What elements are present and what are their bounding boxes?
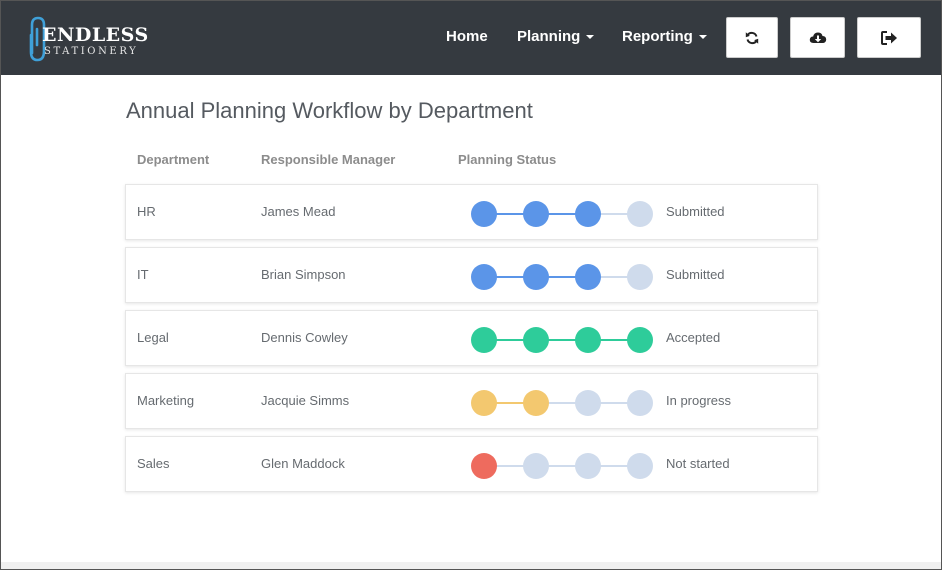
status-label: Submitted [666,204,725,219]
step-dot-complete [523,201,549,227]
step-dot-complete [471,390,497,416]
brand-subtitle: STATIONERY [44,46,139,57]
department-cell: Marketing [137,393,195,408]
step-dot-complete [471,453,497,479]
nav-home-label: Home [446,28,488,45]
step-dot-pending [627,453,653,479]
sign-out-button[interactable] [857,17,921,58]
step-connector [547,402,577,404]
nav-planning-dropdown[interactable]: Planning [517,28,595,45]
table-row[interactable]: HR James Mead Submitted [125,184,818,240]
table-row[interactable]: Legal Dennis Cowley Accepted [125,310,818,366]
department-cell: IT [137,267,149,282]
step-connector [599,276,629,278]
caret-down-icon [698,35,707,40]
manager-cell: Jacquie Simms [261,393,350,408]
status-stepper [471,263,655,291]
step-connector [599,213,629,215]
manager-cell: Brian Simpson [261,267,346,282]
step-dot-pending [575,390,601,416]
step-dot-pending [575,453,601,479]
manager-cell: Dennis Cowley [261,330,348,345]
step-dot-pending [523,453,549,479]
step-connector [599,465,629,467]
status-stepper [471,452,655,480]
step-dot-complete [523,327,549,353]
step-connector [599,339,629,341]
department-cell: Sales [137,456,170,471]
step-connector [495,339,525,341]
brand-logo[interactable]: ENDLESS STATIONERY [27,15,157,63]
step-dot-pending [627,264,653,290]
table-row[interactable]: Marketing Jacquie Simms In progress [125,373,818,429]
status-label: In progress [666,393,732,408]
step-connector [547,339,577,341]
nav-planning-label: Planning [517,28,581,45]
step-dot-complete [575,327,601,353]
step-dot-pending [627,390,653,416]
step-connector [495,465,525,467]
table-row[interactable]: Sales Glen Maddock Not started [125,436,818,492]
footer-bar [1,562,941,569]
manager-cell: Glen Maddock [261,456,345,471]
step-connector [495,276,525,278]
step-dot-complete [523,264,549,290]
step-connector [495,213,525,215]
top-navbar: ENDLESS STATIONERY Home Planning Reporti… [1,1,941,75]
step-dot-complete [471,201,497,227]
step-dot-pending [627,201,653,227]
download-button[interactable] [790,17,845,58]
status-label: Not started [666,456,730,471]
department-cell: Legal [137,330,169,345]
step-dot-complete [523,390,549,416]
step-connector [547,276,577,278]
refresh-icon [745,31,759,44]
cloud-download-icon [809,32,826,43]
department-cell: HR [137,204,156,219]
status-stepper [471,326,655,354]
refresh-button[interactable] [726,17,778,58]
manager-cell: James Mead [261,204,336,219]
table-row[interactable]: IT Brian Simpson Submitted [125,247,818,303]
status-stepper [471,200,655,228]
page-title: Annual Planning Workflow by Department [126,98,533,123]
brand-name: ENDLESS [42,24,149,46]
column-header-manager: Responsible Manager [261,152,396,167]
step-dot-complete [575,264,601,290]
nav-home[interactable]: Home [446,28,488,45]
step-connector [599,402,629,404]
column-header-department: Department [137,152,210,167]
step-connector [547,465,577,467]
nav-reporting-dropdown[interactable]: Reporting [622,28,707,45]
column-header-status: Planning Status [458,152,557,167]
status-label: Accepted [666,330,721,345]
step-dot-complete [471,327,497,353]
step-dot-complete [627,327,653,353]
step-connector [547,213,577,215]
status-label: Submitted [666,267,725,282]
step-dot-complete [471,264,497,290]
sign-out-icon [880,30,897,45]
paperclip-icon [29,16,46,62]
caret-down-icon [586,35,595,40]
nav-reporting-label: Reporting [622,28,693,45]
status-stepper [471,389,655,417]
step-dot-complete [575,201,601,227]
step-connector [495,402,525,404]
